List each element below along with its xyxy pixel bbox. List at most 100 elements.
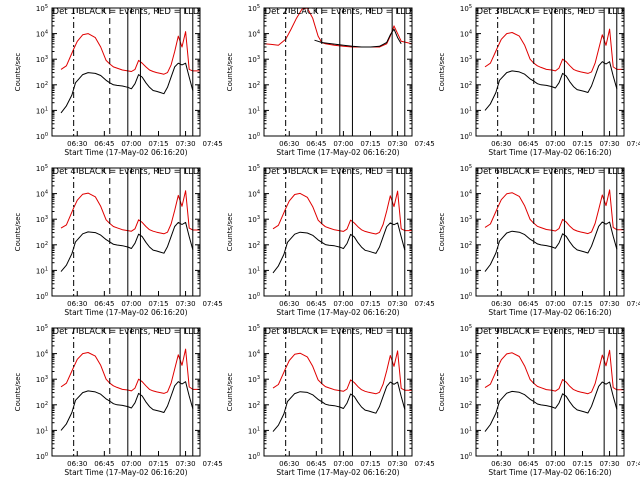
x-tick-label: 07:15 bbox=[360, 140, 380, 148]
x-tick-label: 06:45 bbox=[94, 140, 114, 148]
y-tick-label: 101 bbox=[460, 106, 472, 115]
y-tick-label: 103 bbox=[460, 375, 472, 384]
y-axis-label: Counts/sec bbox=[226, 373, 234, 412]
y-tick-label: 102 bbox=[36, 81, 48, 90]
x-tick-label: 07:00 bbox=[333, 140, 353, 148]
y-tick-label: 103 bbox=[248, 55, 260, 64]
y-tick-label: 101 bbox=[460, 426, 472, 435]
panel-4: 100 101 102 103 104 105 06:30 06:45 07:00 07:15 07… bbox=[14, 164, 223, 317]
y-tick-label: 102 bbox=[248, 401, 260, 410]
plot-frame bbox=[263, 7, 413, 137]
plot-frame bbox=[263, 167, 413, 297]
x-tick-label: 07:00 bbox=[121, 300, 141, 308]
panel-title: Det 5 BLACK = Events, RED = LLD bbox=[265, 167, 412, 177]
panel-5: 100 101 102 103 104 105 06:30 06:45 07:00 07:15 07… bbox=[226, 164, 435, 317]
plot-frame bbox=[51, 327, 201, 457]
x-tick-label: 07:15 bbox=[148, 460, 168, 468]
x-tick-label: 07:30 bbox=[599, 140, 619, 148]
y-axis-label: Counts/sec bbox=[14, 53, 22, 92]
y-tick-label: 100 bbox=[36, 292, 48, 301]
x-tick-label: 06:30 bbox=[491, 140, 511, 148]
y-tick-label: 103 bbox=[36, 375, 48, 384]
x-axis-label: Start Time (17-May-02 06:16:20) bbox=[64, 468, 187, 477]
y-tick-label: 102 bbox=[248, 241, 260, 250]
panel-1: 100 101 102 103 104 105 06:30 06:45 07:00 07:15 07… bbox=[14, 4, 223, 157]
y-tick-label: 102 bbox=[36, 241, 48, 250]
panel-title: Det 3 BLACK = Events, RED = LLD bbox=[477, 7, 624, 17]
x-axis-label: Start Time (17-May-02 06:16:20) bbox=[276, 308, 399, 317]
x-tick-label: 07:00 bbox=[121, 460, 141, 468]
x-tick-label: 07:15 bbox=[360, 460, 380, 468]
y-tick-label: 103 bbox=[460, 215, 472, 224]
x-tick-label: 07:30 bbox=[599, 300, 619, 308]
y-tick-label: 102 bbox=[460, 81, 472, 90]
plot-frame bbox=[51, 7, 201, 137]
plot-frame bbox=[263, 327, 413, 457]
x-tick-label: 07:15 bbox=[360, 300, 380, 308]
x-tick-label: 07:00 bbox=[545, 300, 565, 308]
y-tick-label: 102 bbox=[248, 81, 260, 90]
y-tick-label: 104 bbox=[460, 350, 472, 359]
x-tick-label: 07:00 bbox=[545, 140, 565, 148]
y-axis-label: Counts/sec bbox=[438, 53, 446, 92]
y-tick-label: 105 bbox=[460, 324, 472, 333]
x-tick-label: 07:30 bbox=[175, 460, 195, 468]
panel-9: 100 101 102 103 104 105 06:30 06:45 07:00 07:15 07… bbox=[438, 324, 640, 477]
x-tick-label: 06:30 bbox=[279, 140, 299, 148]
panel-title: Det 7 BLACK = Events, RED = LLD bbox=[53, 327, 200, 337]
series-events-line bbox=[60, 221, 194, 272]
y-axis-label: Counts/sec bbox=[14, 373, 22, 412]
x-tick-label: 07:00 bbox=[333, 460, 353, 468]
series-lld-line bbox=[484, 28, 624, 74]
x-tick-label: 07:00 bbox=[333, 300, 353, 308]
y-axis-label: Counts/sec bbox=[226, 213, 234, 252]
x-tick-label: 07:30 bbox=[387, 460, 407, 468]
y-tick-label: 103 bbox=[460, 55, 472, 64]
series-lld-line bbox=[484, 349, 624, 395]
series-lld-line bbox=[272, 190, 412, 235]
series-events-line bbox=[60, 381, 194, 431]
y-tick-label: 104 bbox=[36, 350, 48, 359]
x-tick-label: 07:00 bbox=[121, 140, 141, 148]
x-tick-label: 06:30 bbox=[279, 300, 299, 308]
x-tick-label: 07:45 bbox=[203, 460, 223, 468]
y-axis-label: Counts/sec bbox=[438, 213, 446, 252]
series-events-line bbox=[484, 221, 618, 272]
panel-title: Det 4 BLACK = Events, RED = LLD bbox=[53, 167, 200, 177]
y-tick-label: 100 bbox=[248, 292, 260, 301]
y-tick-label: 105 bbox=[36, 164, 48, 173]
x-tick-label: 06:30 bbox=[67, 140, 87, 148]
x-tick-label: 07:30 bbox=[387, 300, 407, 308]
x-tick-label: 07:15 bbox=[572, 140, 592, 148]
y-tick-label: 103 bbox=[36, 55, 48, 64]
x-tick-label: 07:00 bbox=[545, 460, 565, 468]
series-events-line bbox=[314, 28, 402, 48]
y-tick-label: 105 bbox=[248, 324, 260, 333]
plot-frame bbox=[475, 327, 625, 457]
x-axis-label: Start Time (17-May-02 06:16:20) bbox=[488, 308, 611, 317]
panel-title: Det 2 BLACK = Events, RED = LLD bbox=[265, 7, 412, 17]
y-tick-label: 103 bbox=[248, 375, 260, 384]
x-tick-label: 07:45 bbox=[415, 300, 435, 308]
x-tick-label: 07:45 bbox=[415, 140, 435, 148]
x-tick-label: 06:45 bbox=[306, 300, 326, 308]
y-tick-label: 105 bbox=[248, 4, 260, 13]
series-lld-line bbox=[484, 189, 624, 235]
series-lld-line bbox=[60, 190, 200, 235]
y-tick-label: 100 bbox=[248, 452, 260, 461]
series-events-line bbox=[272, 222, 406, 274]
y-axis-label: Counts/sec bbox=[226, 53, 234, 92]
x-axis-label: Start Time (17-May-02 06:16:20) bbox=[276, 148, 399, 157]
y-tick-label: 105 bbox=[460, 164, 472, 173]
y-tick-label: 103 bbox=[36, 215, 48, 224]
y-tick-label: 100 bbox=[36, 452, 48, 461]
plot-frame bbox=[475, 167, 625, 297]
y-tick-label: 100 bbox=[460, 132, 472, 141]
x-axis-label: Start Time (17-May-02 06:16:20) bbox=[64, 308, 187, 317]
x-tick-label: 06:45 bbox=[94, 300, 114, 308]
x-axis-label: Start Time (17-May-02 06:16:20) bbox=[488, 148, 611, 157]
y-tick-label: 102 bbox=[460, 401, 472, 410]
x-tick-label: 06:45 bbox=[518, 140, 538, 148]
x-tick-label: 07:45 bbox=[627, 140, 640, 148]
